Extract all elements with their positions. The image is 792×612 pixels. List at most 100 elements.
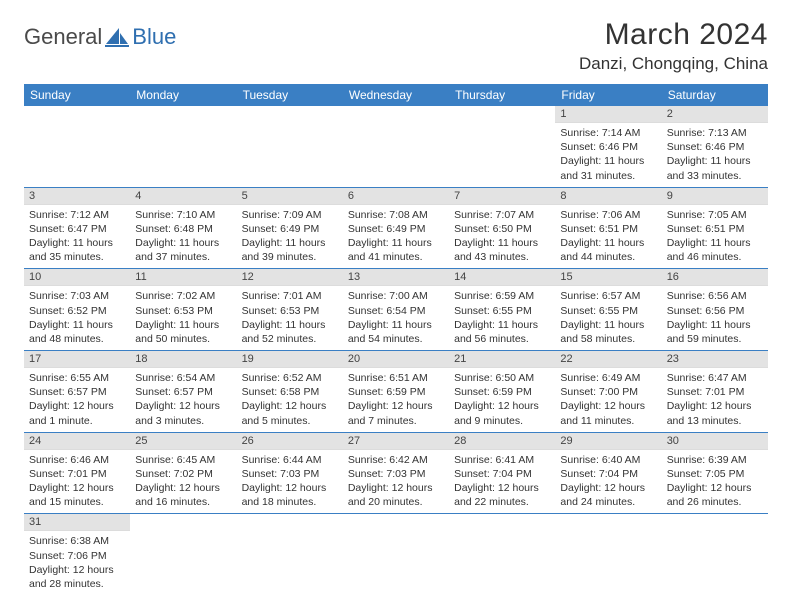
- day-number: 18: [130, 351, 236, 368]
- daylight-text-1: Daylight: 11 hours: [667, 154, 763, 168]
- calendar-header-row: Sunday Monday Tuesday Wednesday Thursday…: [24, 84, 768, 106]
- sunset-text: Sunset: 7:04 PM: [560, 467, 656, 481]
- calendar-day-cell: ..: [237, 514, 343, 595]
- sunrise-text: Sunrise: 6:46 AM: [29, 453, 125, 467]
- day-number: 8: [555, 188, 661, 205]
- daylight-text-1: Daylight: 11 hours: [560, 318, 656, 332]
- sunset-text: Sunset: 6:51 PM: [560, 222, 656, 236]
- daylight-text-1: Daylight: 11 hours: [135, 236, 231, 250]
- sunset-text: Sunset: 7:06 PM: [29, 549, 125, 563]
- daylight-text-1: Daylight: 11 hours: [454, 318, 550, 332]
- daylight-text-1: Daylight: 12 hours: [242, 399, 338, 413]
- day-number: 20: [343, 351, 449, 368]
- daylight-text-2: and 1 minute.: [29, 414, 125, 428]
- sunrise-text: Sunrise: 7:07 AM: [454, 208, 550, 222]
- day-details: Sunrise: 6:54 AMSunset: 6:57 PMDaylight:…: [130, 368, 236, 432]
- sunrise-text: Sunrise: 6:45 AM: [135, 453, 231, 467]
- daylight-text-2: and 54 minutes.: [348, 332, 444, 346]
- day-number: 13: [343, 269, 449, 286]
- day-header: Tuesday: [237, 84, 343, 106]
- calendar-day-cell: 1Sunrise: 7:14 AMSunset: 6:46 PMDaylight…: [555, 106, 661, 187]
- daylight-text-2: and 5 minutes.: [242, 414, 338, 428]
- logo-word-2: Blue: [132, 24, 176, 50]
- sunrise-text: Sunrise: 7:09 AM: [242, 208, 338, 222]
- daylight-text-1: Daylight: 12 hours: [242, 481, 338, 495]
- calendar-day-cell: 29Sunrise: 6:40 AMSunset: 7:04 PMDayligh…: [555, 432, 661, 514]
- day-details: Sunrise: 7:14 AMSunset: 6:46 PMDaylight:…: [555, 123, 661, 187]
- day-details: Sunrise: 6:45 AMSunset: 7:02 PMDaylight:…: [130, 450, 236, 514]
- calendar-body: ..........1Sunrise: 7:14 AMSunset: 6:46 …: [24, 106, 768, 595]
- calendar-day-cell: 8Sunrise: 7:06 AMSunset: 6:51 PMDaylight…: [555, 187, 661, 269]
- daylight-text-2: and 33 minutes.: [667, 169, 763, 183]
- calendar-day-cell: 23Sunrise: 6:47 AMSunset: 7:01 PMDayligh…: [662, 351, 768, 433]
- calendar-week-row: 24Sunrise: 6:46 AMSunset: 7:01 PMDayligh…: [24, 432, 768, 514]
- day-number: 9: [662, 188, 768, 205]
- sunrise-text: Sunrise: 7:13 AM: [667, 126, 763, 140]
- day-number: 15: [555, 269, 661, 286]
- calendar-day-cell: 30Sunrise: 6:39 AMSunset: 7:05 PMDayligh…: [662, 432, 768, 514]
- sunset-text: Sunset: 6:54 PM: [348, 304, 444, 318]
- daylight-text-2: and 59 minutes.: [667, 332, 763, 346]
- daylight-text-2: and 44 minutes.: [560, 250, 656, 264]
- daylight-text-2: and 22 minutes.: [454, 495, 550, 509]
- day-number: 2: [662, 106, 768, 123]
- sunrise-text: Sunrise: 6:52 AM: [242, 371, 338, 385]
- daylight-text-1: Daylight: 11 hours: [667, 318, 763, 332]
- daylight-text-2: and 37 minutes.: [135, 250, 231, 264]
- sunrise-text: Sunrise: 7:10 AM: [135, 208, 231, 222]
- day-number: 27: [343, 433, 449, 450]
- month-title: March 2024: [579, 18, 768, 52]
- sunset-text: Sunset: 7:05 PM: [667, 467, 763, 481]
- sunrise-text: Sunrise: 7:01 AM: [242, 289, 338, 303]
- daylight-text-2: and 31 minutes.: [560, 169, 656, 183]
- sunrise-text: Sunrise: 6:54 AM: [135, 371, 231, 385]
- calendar-day-cell: 26Sunrise: 6:44 AMSunset: 7:03 PMDayligh…: [237, 432, 343, 514]
- daylight-text-1: Daylight: 11 hours: [667, 236, 763, 250]
- sunset-text: Sunset: 6:49 PM: [242, 222, 338, 236]
- calendar-week-row: ..........1Sunrise: 7:14 AMSunset: 6:46 …: [24, 106, 768, 187]
- day-details: Sunrise: 7:13 AMSunset: 6:46 PMDaylight:…: [662, 123, 768, 187]
- sunset-text: Sunset: 6:46 PM: [667, 140, 763, 154]
- daylight-text-2: and 24 minutes.: [560, 495, 656, 509]
- calendar-day-cell: 17Sunrise: 6:55 AMSunset: 6:57 PMDayligh…: [24, 351, 130, 433]
- calendar-day-cell: 2Sunrise: 7:13 AMSunset: 6:46 PMDaylight…: [662, 106, 768, 187]
- daylight-text-1: Daylight: 12 hours: [560, 399, 656, 413]
- calendar-day-cell: 25Sunrise: 6:45 AMSunset: 7:02 PMDayligh…: [130, 432, 236, 514]
- sunrise-text: Sunrise: 7:05 AM: [667, 208, 763, 222]
- day-details: Sunrise: 6:38 AMSunset: 7:06 PMDaylight:…: [24, 531, 130, 595]
- day-details: Sunrise: 7:06 AMSunset: 6:51 PMDaylight:…: [555, 205, 661, 269]
- sunset-text: Sunset: 7:00 PM: [560, 385, 656, 399]
- sunrise-text: Sunrise: 6:50 AM: [454, 371, 550, 385]
- sunset-text: Sunset: 6:56 PM: [667, 304, 763, 318]
- title-block: March 2024 Danzi, Chongqing, China: [579, 18, 768, 74]
- daylight-text-1: Daylight: 11 hours: [560, 236, 656, 250]
- sunrise-text: Sunrise: 6:41 AM: [454, 453, 550, 467]
- sunrise-text: Sunrise: 6:40 AM: [560, 453, 656, 467]
- calendar-day-cell: 20Sunrise: 6:51 AMSunset: 6:59 PMDayligh…: [343, 351, 449, 433]
- calendar-day-cell: ..: [449, 514, 555, 595]
- daylight-text-1: Daylight: 12 hours: [29, 481, 125, 495]
- calendar-day-cell: ..: [662, 514, 768, 595]
- sunset-text: Sunset: 6:47 PM: [29, 222, 125, 236]
- sunset-text: Sunset: 6:46 PM: [560, 140, 656, 154]
- sunset-text: Sunset: 6:55 PM: [560, 304, 656, 318]
- day-details: Sunrise: 7:08 AMSunset: 6:49 PMDaylight:…: [343, 205, 449, 269]
- daylight-text-2: and 52 minutes.: [242, 332, 338, 346]
- day-number: 11: [130, 269, 236, 286]
- sunrise-text: Sunrise: 6:38 AM: [29, 534, 125, 548]
- day-details: Sunrise: 7:01 AMSunset: 6:53 PMDaylight:…: [237, 286, 343, 350]
- calendar-day-cell: ..: [555, 514, 661, 595]
- day-details: Sunrise: 6:49 AMSunset: 7:00 PMDaylight:…: [555, 368, 661, 432]
- daylight-text-2: and 48 minutes.: [29, 332, 125, 346]
- sunrise-text: Sunrise: 6:59 AM: [454, 289, 550, 303]
- sunset-text: Sunset: 7:03 PM: [348, 467, 444, 481]
- sunrise-text: Sunrise: 7:00 AM: [348, 289, 444, 303]
- location-subtitle: Danzi, Chongqing, China: [579, 54, 768, 74]
- daylight-text-2: and 39 minutes.: [242, 250, 338, 264]
- day-details: Sunrise: 6:39 AMSunset: 7:05 PMDaylight:…: [662, 450, 768, 514]
- day-details: Sunrise: 7:07 AMSunset: 6:50 PMDaylight:…: [449, 205, 555, 269]
- daylight-text-2: and 3 minutes.: [135, 414, 231, 428]
- day-header: Thursday: [449, 84, 555, 106]
- day-details: Sunrise: 7:05 AMSunset: 6:51 PMDaylight:…: [662, 205, 768, 269]
- daylight-text-1: Daylight: 11 hours: [348, 318, 444, 332]
